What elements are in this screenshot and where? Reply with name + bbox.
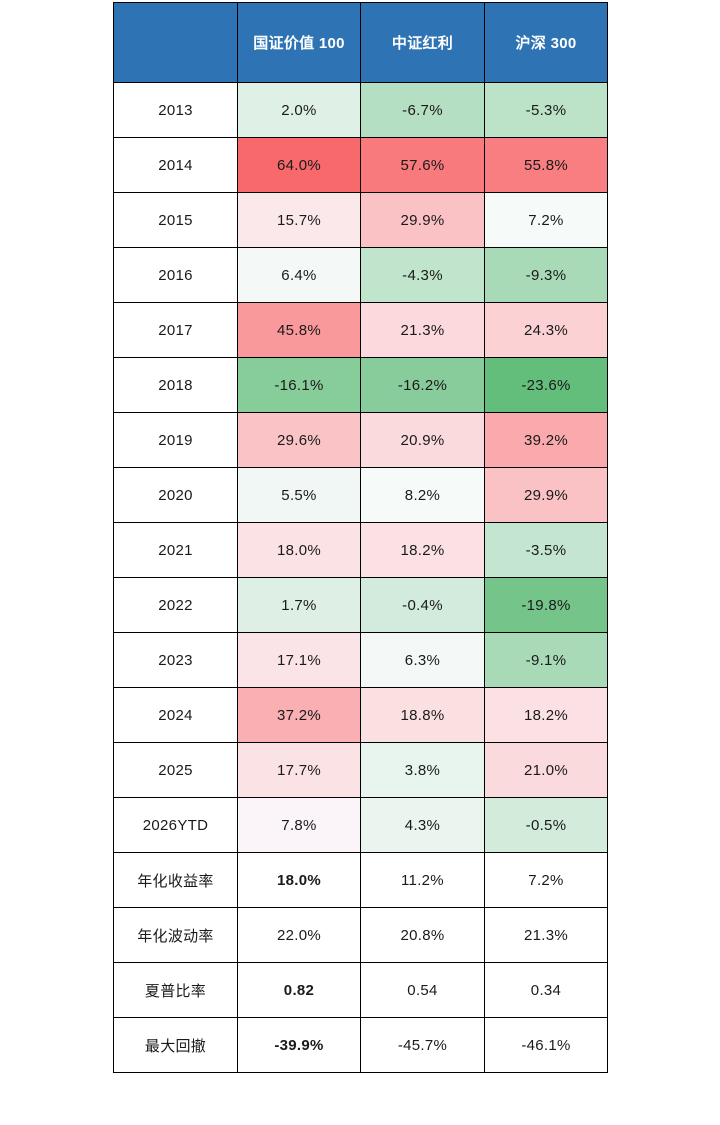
value-cell: 20.8%	[360, 907, 485, 963]
value-cell: 7.2%	[484, 192, 608, 248]
value-cell: 2.0%	[237, 82, 361, 138]
table-row: 2020 5.5% 8.2% 29.9%	[113, 467, 608, 523]
value-cell: -4.3%	[360, 247, 485, 303]
table-row: 2013 2.0% -6.7% -5.3%	[113, 82, 608, 138]
value-cell: -9.3%	[484, 247, 608, 303]
value-cell: 18.8%	[360, 687, 485, 743]
value-cell: 8.2%	[360, 467, 485, 523]
value-cell: 17.1%	[237, 632, 361, 688]
value-cell: 64.0%	[237, 137, 361, 193]
row-label-cell: 2020	[113, 467, 238, 523]
table-row: 2019 29.6% 20.9% 39.2%	[113, 412, 608, 468]
table-row: 2025 17.7% 3.8% 21.0%	[113, 742, 608, 798]
value-cell: 22.0%	[237, 907, 361, 963]
row-label-cell: 年化波动率	[113, 907, 238, 963]
table-row: 2016 6.4% -4.3% -9.3%	[113, 247, 608, 303]
row-label-cell: 2026YTD	[113, 797, 238, 853]
value-cell: 20.9%	[360, 412, 485, 468]
value-cell: -39.9%	[237, 1017, 361, 1073]
value-cell: -45.7%	[360, 1017, 485, 1073]
value-cell: 18.2%	[360, 522, 485, 578]
table-row: 2015 15.7% 29.9% 7.2%	[113, 192, 608, 248]
row-label-cell: 2024	[113, 687, 238, 743]
value-cell: 24.3%	[484, 302, 608, 358]
row-label-cell: 2016	[113, 247, 238, 303]
row-label-cell: 夏普比率	[113, 962, 238, 1018]
value-cell: -0.4%	[360, 577, 485, 633]
value-cell: 39.2%	[484, 412, 608, 468]
value-cell: 6.4%	[237, 247, 361, 303]
value-cell: -16.2%	[360, 357, 485, 413]
value-cell: 18.0%	[237, 522, 361, 578]
value-cell: 11.2%	[360, 852, 485, 908]
value-cell: 0.82	[237, 962, 361, 1018]
value-cell: 5.5%	[237, 467, 361, 523]
table-row: 年化收益率 18.0% 11.2% 7.2%	[113, 852, 608, 908]
table-row: 2017 45.8% 21.3% 24.3%	[113, 302, 608, 358]
row-label-cell: 2018	[113, 357, 238, 413]
value-cell: -16.1%	[237, 357, 361, 413]
row-label-cell: 2023	[113, 632, 238, 688]
row-label-cell: 2019	[113, 412, 238, 468]
header-col-csi-300: 沪深 300	[484, 2, 608, 83]
row-label-cell: 最大回撤	[113, 1017, 238, 1073]
table-header: 国证价值 100 中证红利 沪深 300	[113, 2, 608, 83]
row-label-cell: 2014	[113, 137, 238, 193]
row-label-cell: 2013	[113, 82, 238, 138]
value-cell: 45.8%	[237, 302, 361, 358]
value-cell: 17.7%	[237, 742, 361, 798]
value-cell: 4.3%	[360, 797, 485, 853]
value-cell: 21.3%	[360, 302, 485, 358]
value-cell: -19.8%	[484, 577, 608, 633]
row-label-cell: 2017	[113, 302, 238, 358]
header-col-guozheng-value-100: 国证价值 100	[237, 2, 361, 83]
value-cell: 7.2%	[484, 852, 608, 908]
table-body: 2013 2.0% -6.7% -5.3% 2014 64.0% 57.6% 55.8% 201…	[113, 82, 608, 1073]
table-row: 年化波动率 22.0% 20.8% 21.3%	[113, 907, 608, 963]
value-cell: 55.8%	[484, 137, 608, 193]
index-performance-table: 国证价值 100 中证红利 沪深 300 2013 2.0% -6.7% -5.3% 2…	[113, 2, 608, 1073]
table-row: 2026YTD 7.8% 4.3% -0.5%	[113, 797, 608, 853]
row-label-cell: 2021	[113, 522, 238, 578]
value-cell: 21.0%	[484, 742, 608, 798]
table-row: 2023 17.1% 6.3% -9.1%	[113, 632, 608, 688]
header-col-csi-dividend: 中证红利	[360, 2, 485, 83]
value-cell: -0.5%	[484, 797, 608, 853]
value-cell: 57.6%	[360, 137, 485, 193]
value-cell: -3.5%	[484, 522, 608, 578]
row-label-cell: 2015	[113, 192, 238, 248]
value-cell: 29.6%	[237, 412, 361, 468]
value-cell: 37.2%	[237, 687, 361, 743]
table-row: 2014 64.0% 57.6% 55.8%	[113, 137, 608, 193]
table-row: 2024 37.2% 18.8% 18.2%	[113, 687, 608, 743]
table-row: 2018 -16.1% -16.2% -23.6%	[113, 357, 608, 413]
value-cell: -5.3%	[484, 82, 608, 138]
value-cell: 6.3%	[360, 632, 485, 688]
value-cell: 29.9%	[484, 467, 608, 523]
value-cell: -46.1%	[484, 1017, 608, 1073]
value-cell: 21.3%	[484, 907, 608, 963]
value-cell: 15.7%	[237, 192, 361, 248]
value-cell: 18.2%	[484, 687, 608, 743]
value-cell: 0.54	[360, 962, 485, 1018]
header-corner-cell	[113, 2, 238, 83]
table-row: 2021 18.0% 18.2% -3.5%	[113, 522, 608, 578]
value-cell: 7.8%	[237, 797, 361, 853]
value-cell: -6.7%	[360, 82, 485, 138]
value-cell: 1.7%	[237, 577, 361, 633]
value-cell: 0.34	[484, 962, 608, 1018]
row-label-cell: 年化收益率	[113, 852, 238, 908]
value-cell: 3.8%	[360, 742, 485, 798]
table-row: 最大回撤 -39.9% -45.7% -46.1%	[113, 1017, 608, 1073]
value-cell: -9.1%	[484, 632, 608, 688]
value-cell: -23.6%	[484, 357, 608, 413]
row-label-cell: 2022	[113, 577, 238, 633]
table-row: 夏普比率 0.82 0.54 0.34	[113, 962, 608, 1018]
row-label-cell: 2025	[113, 742, 238, 798]
table-row: 2022 1.7% -0.4% -19.8%	[113, 577, 608, 633]
value-cell: 18.0%	[237, 852, 361, 908]
header-row: 国证价值 100 中证红利 沪深 300	[113, 2, 608, 83]
value-cell: 29.9%	[360, 192, 485, 248]
